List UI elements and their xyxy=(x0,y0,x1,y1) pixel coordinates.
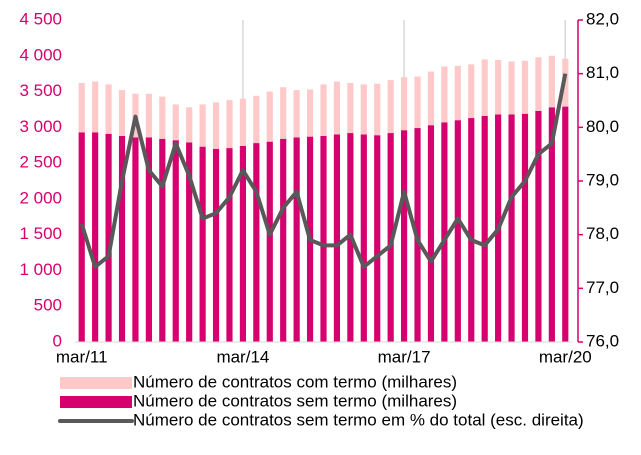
bar xyxy=(105,133,112,342)
bar xyxy=(454,65,461,121)
bar xyxy=(441,66,448,123)
y2-tick-label: 82,0 xyxy=(586,9,619,28)
y-tick-label: 3 000 xyxy=(19,117,62,136)
bar xyxy=(293,137,300,342)
bar xyxy=(360,84,367,135)
y-tick-label: 4 500 xyxy=(19,9,62,28)
bar xyxy=(521,113,529,342)
y-tick-label: 3 500 xyxy=(19,81,62,100)
bar xyxy=(293,90,300,138)
legend-label: Número de contratos com termo (milhares) xyxy=(133,372,457,391)
bar xyxy=(401,130,408,342)
y2-tick-label: 81,0 xyxy=(586,63,619,82)
bar xyxy=(454,120,461,342)
y2-tick-label: 77,0 xyxy=(586,278,619,297)
bar xyxy=(280,87,287,139)
bar xyxy=(374,135,381,342)
bar xyxy=(132,137,139,342)
bar xyxy=(481,115,488,342)
x-tick-label: mar/11 xyxy=(56,347,108,366)
bar xyxy=(253,143,260,342)
bar xyxy=(186,107,193,143)
y-tick-label: 1 500 xyxy=(19,224,62,243)
bar xyxy=(145,137,152,342)
bar xyxy=(212,102,220,149)
bar xyxy=(333,81,341,135)
x-tick-label: mar/14 xyxy=(216,347,269,366)
bar xyxy=(118,135,126,342)
bar xyxy=(535,110,542,343)
bar xyxy=(239,98,246,146)
legend-swatch xyxy=(60,377,132,389)
legend-label: Número de contratos sem termo em % do to… xyxy=(133,410,584,429)
bar xyxy=(306,89,314,137)
line xyxy=(79,73,568,269)
bar xyxy=(266,91,273,142)
bar xyxy=(253,95,260,144)
bar xyxy=(92,132,99,342)
bar xyxy=(159,96,166,139)
bar xyxy=(414,76,421,129)
legend-label: Número de contratos sem termo (milhares) xyxy=(133,391,457,410)
bar xyxy=(360,134,367,342)
bar xyxy=(159,138,166,342)
bar xyxy=(280,138,287,342)
bar xyxy=(199,104,206,147)
bar xyxy=(508,114,515,342)
bar xyxy=(468,64,475,119)
bar xyxy=(172,140,179,342)
y2-tick-label: 78,0 xyxy=(586,224,619,243)
bar xyxy=(92,81,99,133)
y2-tick-label: 79,0 xyxy=(586,170,619,189)
legend-swatch xyxy=(60,396,132,408)
bar xyxy=(468,118,475,342)
bar xyxy=(535,57,542,111)
bar xyxy=(239,145,246,342)
bar xyxy=(427,125,435,342)
bar xyxy=(78,132,85,342)
bar xyxy=(226,148,233,342)
y2-tick-label: 76,0 xyxy=(586,331,619,350)
bar xyxy=(347,82,354,134)
bar xyxy=(441,122,448,342)
bar xyxy=(199,146,206,342)
bar xyxy=(548,107,555,342)
bar xyxy=(145,93,152,138)
bar xyxy=(333,134,341,342)
bar xyxy=(320,84,327,136)
bar xyxy=(481,59,488,116)
bar xyxy=(562,106,569,343)
bar xyxy=(427,71,435,126)
bar xyxy=(78,82,85,133)
x-tick-label: mar/17 xyxy=(378,347,431,366)
y2-tick-label: 80,0 xyxy=(586,117,619,136)
bar xyxy=(186,142,193,342)
y-tick-label: 2 000 xyxy=(19,188,62,207)
y-tick-label: 4 000 xyxy=(19,45,62,64)
bar xyxy=(387,80,394,134)
bar xyxy=(118,90,126,136)
bar xyxy=(226,100,233,149)
bar xyxy=(508,61,515,115)
y-tick-label: 2 500 xyxy=(19,153,62,172)
y-tick-label: 0 xyxy=(53,331,62,350)
bar xyxy=(266,141,273,342)
bar xyxy=(105,84,112,134)
y-tick-label: 500 xyxy=(34,296,62,315)
bar xyxy=(401,77,408,131)
x-tick-label: mar/20 xyxy=(539,347,592,366)
bar xyxy=(495,60,502,115)
bar xyxy=(548,55,555,108)
bar xyxy=(374,83,381,136)
y-tick-label: 1 000 xyxy=(19,260,62,279)
bar xyxy=(320,135,327,342)
bar xyxy=(212,148,220,342)
bar xyxy=(521,60,529,114)
bar xyxy=(172,104,179,141)
